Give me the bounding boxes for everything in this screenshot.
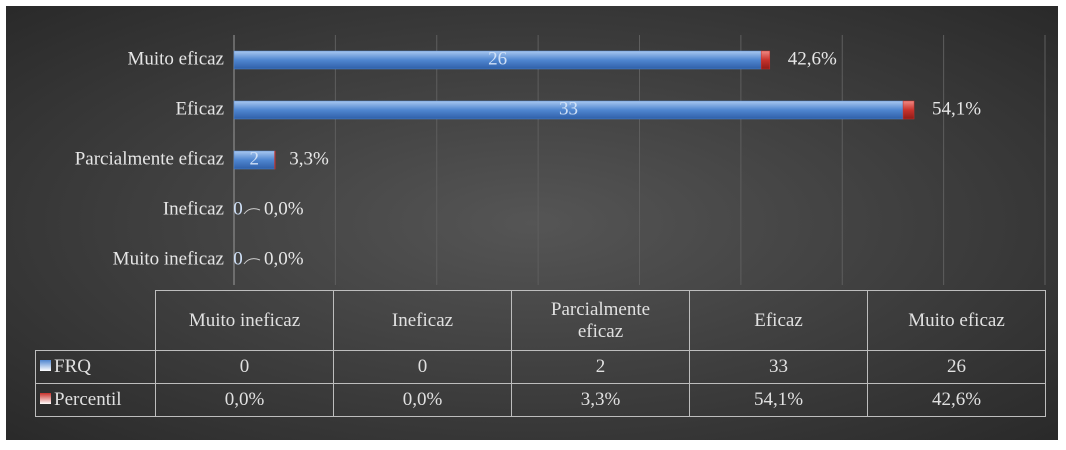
legend-swatch (40, 393, 51, 404)
blank-cell (35, 290, 156, 351)
data-label: 0 (233, 248, 243, 269)
table-cell: 54,1% (689, 383, 868, 417)
category-label: Muito ineficaz (113, 248, 224, 269)
legend-swatch (40, 360, 51, 371)
table-cell: Ineficaz (333, 290, 512, 351)
data-label: 2 (250, 148, 260, 169)
table-cell: 2 (511, 350, 690, 384)
bar-segment (902, 100, 915, 120)
table-cell: 0,0% (155, 383, 334, 417)
data-label: 26 (488, 48, 507, 69)
table-cell: Parcialmente eficaz (511, 290, 690, 351)
table-cell: 0 (155, 350, 334, 384)
leader-line (243, 258, 261, 265)
table-cell: Muito ineficaz (155, 290, 334, 351)
table-cell: 33 (689, 350, 868, 384)
table-cell: Muito eficaz (867, 290, 1046, 351)
data-label: 33 (559, 98, 578, 119)
data-label: 0,0% (264, 248, 304, 269)
legend-label: Percentil (54, 389, 122, 410)
table-cell: 3,3% (511, 383, 690, 417)
bar-segment (760, 50, 771, 70)
data-label: 3,3% (289, 148, 329, 169)
table-cell: 0 (333, 350, 512, 384)
data-label: 54,1% (932, 98, 981, 119)
table-cell: 0,0% (333, 383, 512, 417)
leader-line (243, 208, 261, 215)
legend-label: FRQ (54, 356, 91, 377)
table-cell: 42,6% (867, 383, 1046, 417)
category-label: Eficaz (175, 98, 224, 119)
legend-cell: FRQ (35, 350, 156, 384)
data-table: Muito ineficaz Ineficaz Parcialmente efica… (35, 290, 1046, 417)
legend-cell: Percentil (35, 383, 156, 417)
table-cell: Eficaz (689, 290, 868, 351)
table-cell: 26 (867, 350, 1046, 384)
data-label: 0,0% (264, 198, 304, 219)
category-label: Muito eficaz (127, 48, 224, 69)
category-label: Parcialmente eficaz (75, 148, 224, 169)
data-label: 0 (233, 198, 243, 219)
category-label: Ineficaz (163, 198, 224, 219)
data-label: 42,6% (788, 48, 837, 69)
bar-segment (274, 150, 276, 170)
